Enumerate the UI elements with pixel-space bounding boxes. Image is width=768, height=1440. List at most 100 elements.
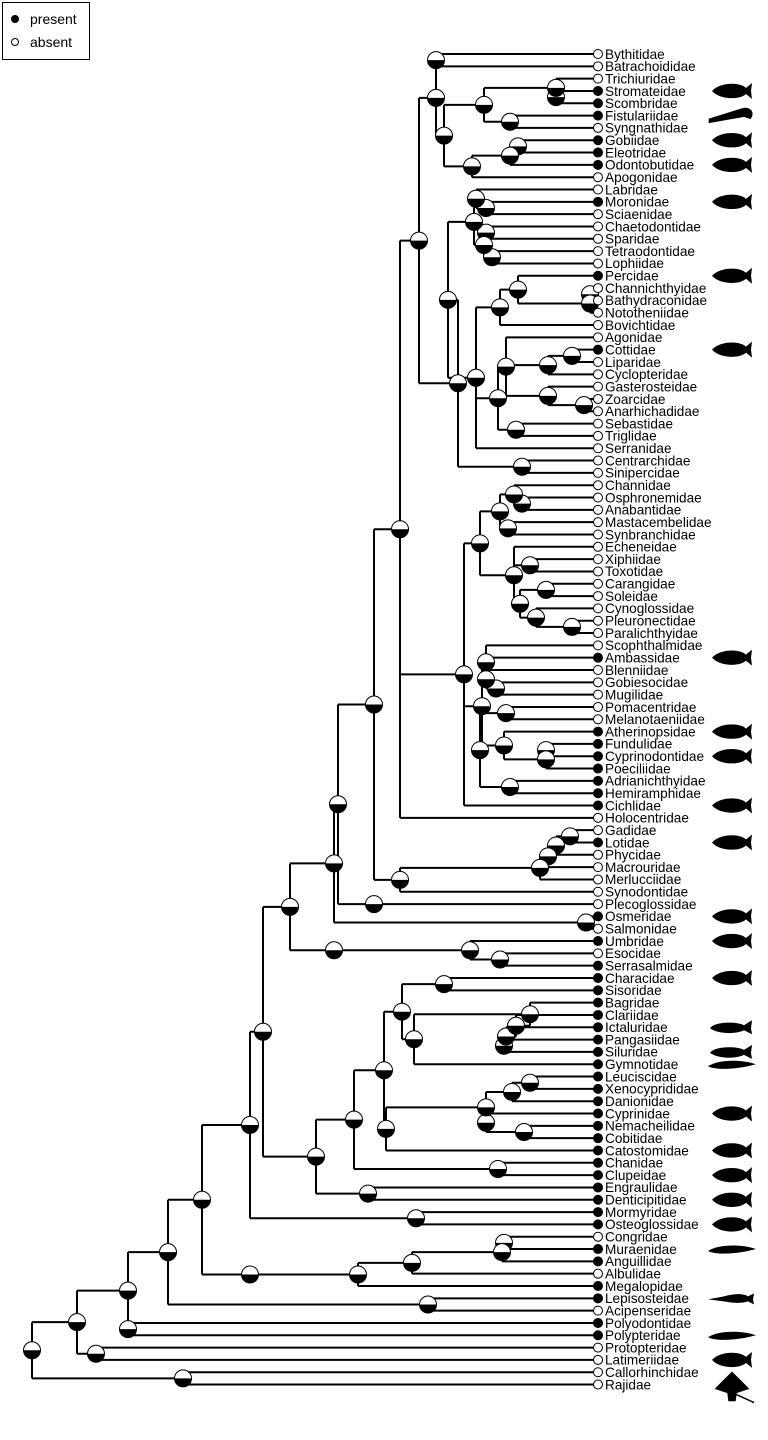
tip-state-dot: [593, 677, 603, 688]
tip-state-dot: [593, 172, 603, 183]
tip-label: Acipenseridae: [605, 1303, 691, 1318]
tip-label: Tetraodontidae: [605, 244, 695, 259]
node-pie-chart: [531, 858, 549, 877]
silhouettes: [705, 82, 756, 1404]
tip-state-dot: [593, 837, 603, 848]
tip-state-dot: [593, 1194, 603, 1205]
node-pie-chart: [515, 1123, 533, 1141]
node-pie-chart: [521, 1073, 539, 1092]
tip-state-dot: [593, 270, 603, 281]
node-pie-chart: [375, 1061, 393, 1080]
tip-label: Gobiidae: [605, 133, 659, 148]
tip-state-dot: [593, 221, 603, 232]
tip-label: Synodontidae: [605, 885, 688, 900]
node-pie-chart: [325, 854, 343, 873]
node-pie-chart: [477, 1098, 495, 1117]
tip-state-dot: [593, 61, 603, 72]
tip-state-dot: [593, 320, 603, 331]
tip-label: Rajidae: [605, 1377, 651, 1392]
tip-state-dot: [593, 997, 603, 1008]
node-pie-chart: [119, 1281, 137, 1300]
tip-state-dot: [593, 504, 603, 515]
node-pie-chart: [174, 1369, 192, 1388]
tip-label: Osphronemidae: [605, 490, 702, 505]
node-pie-chart: [410, 231, 428, 250]
node-pie-chart: [377, 1119, 395, 1138]
node-pie-chart: [527, 608, 545, 627]
tip-label: Catostomidae: [605, 1143, 689, 1158]
tip-state-dot: [593, 738, 603, 749]
tip-state-dot: [593, 1108, 603, 1119]
tip-state-dot: [593, 110, 603, 121]
tip-state-dot: [593, 714, 603, 725]
tip-state-dot: [593, 726, 603, 737]
tip-state-dot: [593, 1083, 603, 1094]
node-pie-chart: [563, 346, 581, 365]
pipefish-icon: [708, 107, 753, 124]
tip-label: Carangidae: [605, 577, 675, 592]
node-pie-chart: [501, 778, 519, 797]
tip-state-dot: [593, 184, 603, 195]
tip-label: Labridae: [605, 182, 658, 197]
tip-state-dot: [593, 578, 603, 589]
tip-label: Clupeidae: [605, 1168, 666, 1183]
tip-label: Pomacentridae: [605, 700, 696, 715]
tip-state-dot: [593, 455, 603, 466]
node-pie-chart: [439, 290, 457, 309]
tip-label: Pangasiidae: [605, 1032, 680, 1047]
tip-state-dot: [593, 1367, 603, 1378]
node-pie-chart: [547, 78, 565, 97]
tip-label: Pleuronectidae: [605, 614, 696, 629]
node-pie-chart: [507, 420, 525, 439]
tip-label: Anarhichadidae: [605, 404, 699, 419]
tip-label: Denticipitidae: [605, 1193, 687, 1208]
node-pie-chart: [537, 750, 555, 769]
node-pie-chart: [391, 870, 409, 889]
tip-state-dot: [593, 960, 603, 971]
tip-state-dot: [593, 246, 603, 257]
tip-state-dot: [593, 1120, 603, 1131]
tip-state-dot: [593, 1022, 603, 1033]
tip-label: Adrianichthyidae: [605, 774, 706, 789]
node-pie-chart: [119, 1320, 137, 1339]
tip-state-dot: [593, 763, 603, 774]
fish-icon: [712, 1167, 752, 1184]
tip-label: Gobiesocidae: [605, 675, 688, 690]
tip-state-dot: [593, 849, 603, 860]
absent-dot-icon: [11, 38, 19, 46]
node-pie-chart: [391, 520, 409, 539]
tip-label: Sinipercidae: [605, 466, 680, 481]
node-pie-chart: [473, 697, 491, 716]
tip-state-dot: [593, 603, 603, 614]
tip-label: Megalopidae: [605, 1279, 683, 1294]
tip-label: Polypteridae: [605, 1328, 681, 1343]
tip-label: Lotidae: [605, 835, 650, 850]
tip-markers: [593, 49, 603, 1390]
fish-icon: [712, 933, 752, 950]
tip-label: Poeciliidae: [605, 761, 671, 776]
tip-label: Gymnotidae: [605, 1057, 678, 1072]
tip-label: Agonidae: [605, 330, 662, 345]
node-pie-chart: [575, 396, 593, 415]
tip-label: Toxotidae: [605, 564, 663, 579]
tip-state-dot: [593, 209, 603, 220]
fish-icon: [712, 156, 752, 173]
node-pie-chart: [509, 280, 527, 299]
tip-label: Osmeridae: [605, 909, 671, 924]
node-pie-chart: [365, 695, 383, 714]
fish-icon: [712, 748, 752, 765]
tip-label: Synbranchidae: [605, 527, 696, 542]
tip-state-dot: [593, 812, 603, 823]
tip-state-dot: [593, 862, 603, 873]
tip-label: Xenocyprididae: [605, 1082, 699, 1097]
tip-state-dot: [593, 1379, 603, 1390]
node-pie-chart: [68, 1313, 86, 1332]
node-pie-chart: [449, 374, 467, 393]
fish-icon: [712, 1142, 752, 1159]
tip-label: Characidae: [605, 971, 675, 986]
tip-state-dot: [593, 1354, 603, 1365]
node-pie-chart: [503, 1082, 521, 1101]
tip-state-dot: [593, 788, 603, 799]
tip-state-dot: [593, 1145, 603, 1156]
tip-label: Liparidae: [605, 355, 661, 370]
